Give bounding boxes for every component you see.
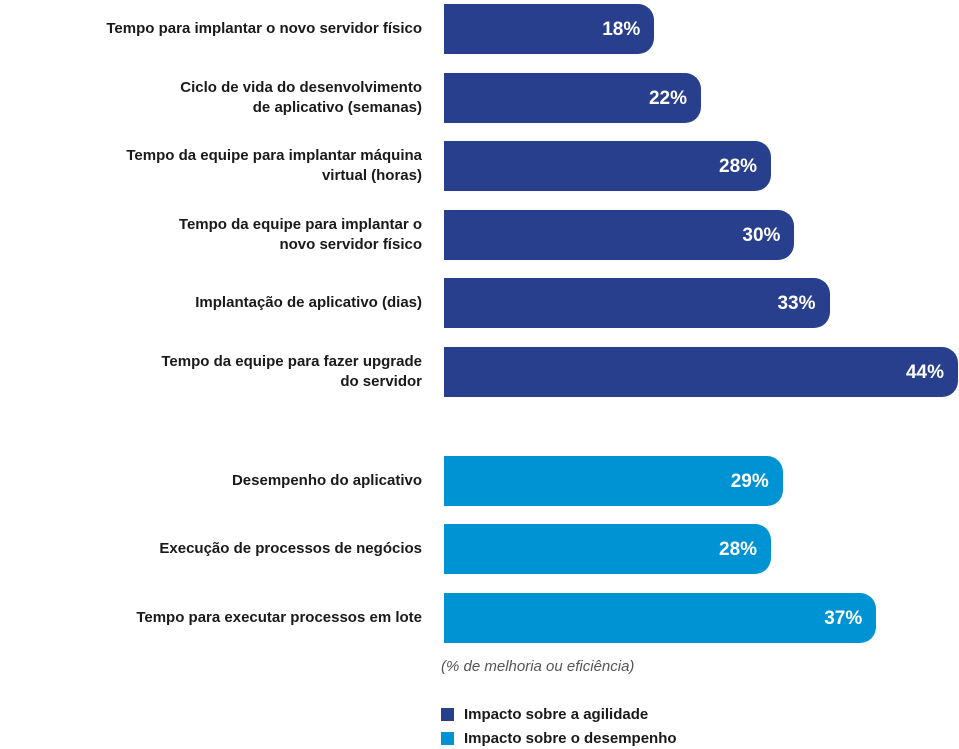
bar <box>444 278 830 328</box>
category-label: Implantação de aplicativo (dias) <box>195 294 422 311</box>
value-label: 29% <box>730 470 769 492</box>
category-label: Desempenho do aplicativo <box>231 471 422 489</box>
legend-item: Impacto sobre o desempenho <box>441 730 677 747</box>
legend-label: Impacto sobre o desempenho <box>464 730 677 747</box>
value-label: 30% <box>742 224 781 246</box>
category-label: Execução de processos de negócios <box>159 540 422 557</box>
category-label: Tempo para executar processos em lote <box>136 608 422 626</box>
value-label: 33% <box>777 293 816 314</box>
category-label: Tempo para implantar o novo servidor fís… <box>106 20 422 37</box>
value-label: 18% <box>602 19 641 40</box>
value-label: 28% <box>719 156 758 177</box>
legend-label: Impacto sobre a agilidade <box>464 706 649 723</box>
bar <box>444 4 655 54</box>
legend-item: Impacto sobre a agilidade <box>441 706 648 723</box>
category-label: Tempo da equipe para fazer upgrade do se… <box>161 352 422 390</box>
bar <box>444 524 772 574</box>
value-label: 22% <box>648 87 687 109</box>
category-label: Tempo da equipe para implantar o novo se… <box>178 215 422 253</box>
legend-swatch <box>441 708 454 721</box>
note: (% de melhoria ou eficiência) <box>441 658 635 675</box>
value-label: 28% <box>719 539 758 560</box>
value-label: 37% <box>824 607 863 629</box>
bar <box>444 209 795 260</box>
bar <box>444 346 958 397</box>
value-label: 44% <box>905 361 944 383</box>
legend-swatch <box>441 732 454 745</box>
bar <box>444 455 783 506</box>
category-label: Ciclo de vida do desenvolvimento de apli… <box>180 78 422 116</box>
category-label: Tempo da equipe para implantar máquina v… <box>126 147 422 184</box>
bar <box>444 72 701 123</box>
bar <box>444 592 877 643</box>
bar <box>444 141 772 191</box>
